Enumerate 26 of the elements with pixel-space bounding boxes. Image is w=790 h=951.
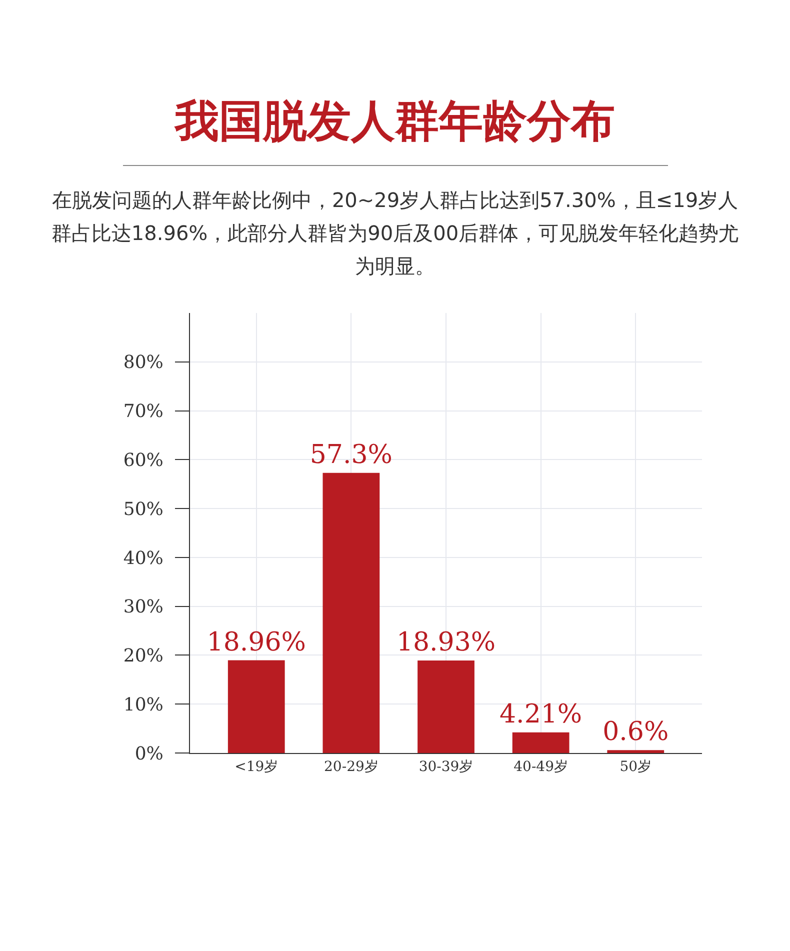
- chart-title: 我国脱发人群年龄分布: [173, 95, 616, 149]
- y-tick-label: 70%: [123, 401, 164, 422]
- x-tick-label: 30-39岁: [418, 758, 474, 775]
- data-label: 4.21%: [500, 699, 582, 730]
- y-tick-label: 50%: [123, 498, 164, 520]
- y-tick-label: 20%: [123, 646, 164, 667]
- y-tick-label: 0%: [134, 743, 164, 764]
- bar: [418, 660, 474, 753]
- y-tick-label: 10%: [123, 694, 164, 716]
- x-tick-label: 40-49岁: [514, 758, 568, 775]
- data-label: 0.6%: [602, 717, 669, 748]
- y-tick-label: 40%: [123, 548, 164, 569]
- bar: [607, 750, 664, 753]
- y-tick-label: 80%: [123, 352, 164, 374]
- y-tick-label: 30%: [123, 596, 164, 618]
- data-label: 57.3%: [310, 440, 392, 470]
- y-tick-label: 60%: [123, 450, 164, 471]
- bar: [322, 472, 380, 753]
- x-tick-label: <19岁: [234, 758, 278, 775]
- data-label: 18.96%: [206, 627, 306, 658]
- bar: [512, 732, 570, 753]
- data-label: 18.93%: [396, 627, 496, 658]
- x-tick-label: 20-29岁: [324, 758, 378, 775]
- bar: [228, 660, 285, 753]
- x-tick-label: 50岁: [620, 758, 652, 775]
- chart-subtitle: 在脱发问题的人群年龄比例中，20~29岁人群占比达到57.30%，且≤19岁人群占比达18.96%，此部分人群皆为90后及00后群体，可见脱发年轻化趋势尤为明显。: [50, 187, 740, 280]
